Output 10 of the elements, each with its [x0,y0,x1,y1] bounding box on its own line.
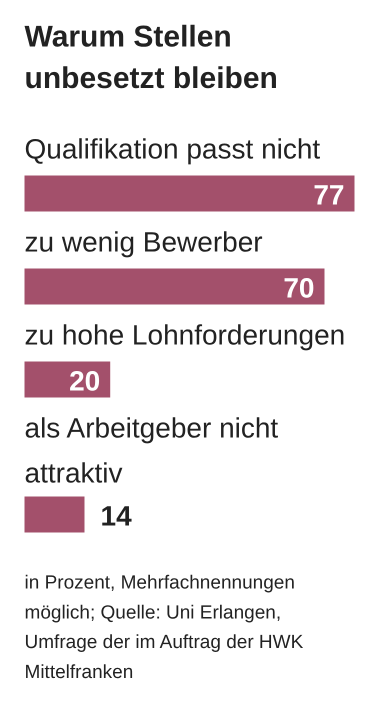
data-label: 20 [69,366,100,396]
y-tick-label: als Arbeitgeber nicht attraktiv [24,412,278,488]
data-label: 70 [283,272,315,304]
data-label: 14 [100,500,132,532]
chart-title: Warum Stellen unbesetzt bleiben [24,20,278,95]
y-tick-label: Qualifikation passt nicht [24,134,320,164]
data-label: 77 [313,180,345,210]
y-tick-label: zu wenig Bewerber [24,226,263,258]
y-tick-label: zu hohe Lohnforderungen [24,320,346,350]
text: in Prozent, Mehrfachnennungen möglich; Quelle: Uni Erlangen, Umfrage der im Auftrag der HWK Mittelfranken [24,572,304,683]
